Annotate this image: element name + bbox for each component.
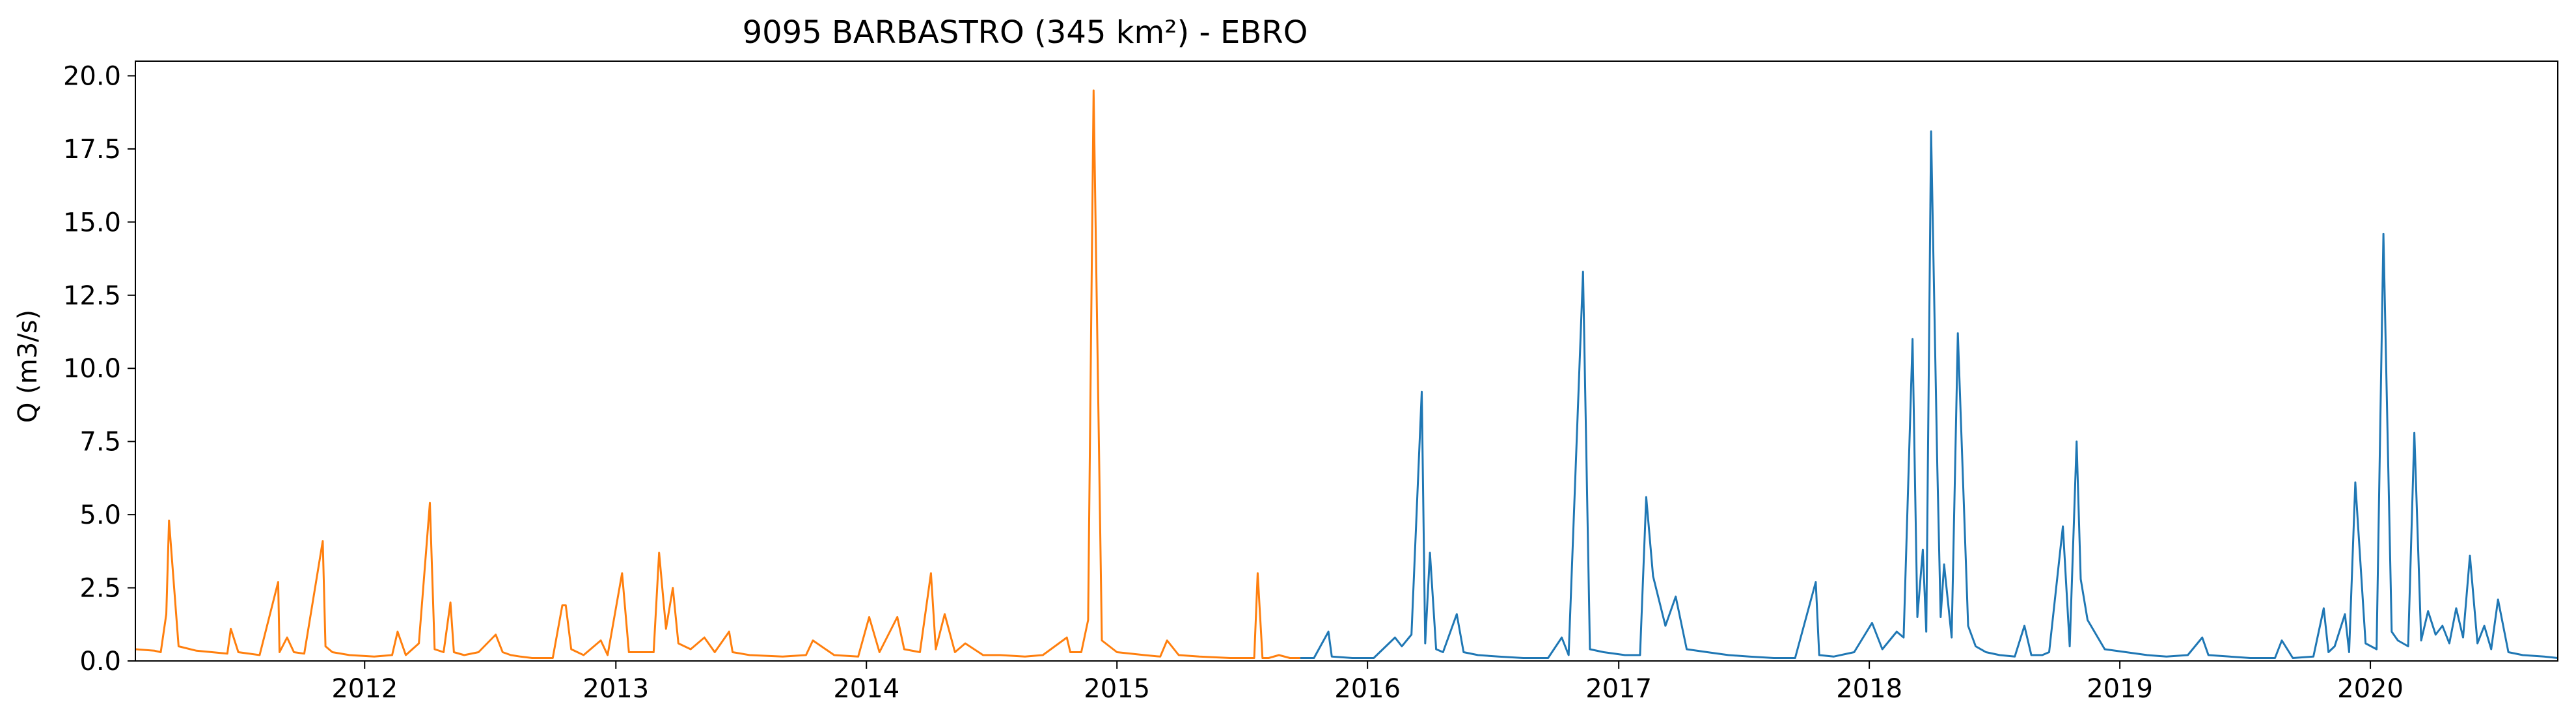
series-line-0 bbox=[135, 89, 1300, 659]
y-tick-label-0: 0.0 bbox=[79, 647, 121, 677]
x-tick-label-1: 2013 bbox=[582, 674, 649, 704]
ticks-layer: 2012 2013 2014 2015 2016 2017 2018 2019 2020 0.0 2… bbox=[63, 61, 2404, 704]
chart-title: 9095 BARBASTRO (345 km²) - EBRO bbox=[743, 14, 1308, 51]
x-tick-label-2: 2014 bbox=[833, 674, 899, 704]
y-tick-label-6: 15.0 bbox=[63, 208, 121, 237]
x-tick-label-0: 2012 bbox=[331, 674, 398, 704]
y-axis-label: Q (m3/s) bbox=[13, 310, 43, 423]
y-tick-label-8: 20.0 bbox=[63, 61, 121, 91]
y-tick-label-7: 17.5 bbox=[63, 135, 121, 165]
y-tick-label-4: 10.0 bbox=[63, 354, 121, 384]
x-tick-label-8: 2020 bbox=[2337, 674, 2404, 704]
y-tick-label-1: 2.5 bbox=[79, 574, 121, 604]
x-tick-label-7: 2019 bbox=[2087, 674, 2153, 704]
series-line-1 bbox=[1300, 130, 2558, 659]
x-tick-label-3: 2015 bbox=[1084, 674, 1150, 704]
y-tick-label-3: 7.5 bbox=[79, 427, 121, 457]
plot-frame bbox=[135, 60, 2558, 662]
x-tick-label-6: 2018 bbox=[1836, 674, 1902, 704]
x-tick-label-4: 2016 bbox=[1334, 674, 1401, 704]
x-tick-label-5: 2017 bbox=[1585, 674, 1652, 704]
y-tick-label-2: 5.0 bbox=[79, 500, 121, 530]
y-tick-label-5: 12.5 bbox=[63, 281, 121, 311]
series-layer bbox=[135, 89, 2558, 659]
